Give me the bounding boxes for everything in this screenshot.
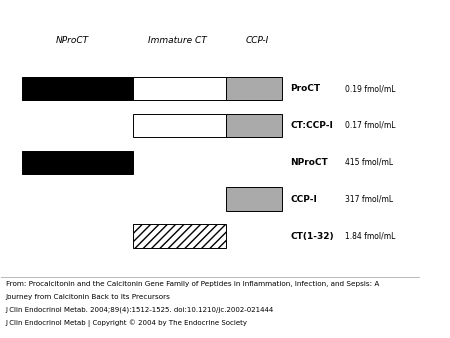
Text: J Clin Endocrinol Metab. 2004;89(4):1512-1525. doi:10.1210/jc.2002-021444: J Clin Endocrinol Metab. 2004;89(4):1512… [5,307,274,313]
Bar [133,114,225,137]
Text: 0.17 fmol/mL: 0.17 fmol/mL [345,121,396,130]
Text: Immature CT: Immature CT [148,36,207,45]
Text: 0.19 fmol/mL: 0.19 fmol/mL [345,84,396,93]
Bar [22,77,133,100]
Bar [225,77,282,100]
Text: 415 fmol/mL: 415 fmol/mL [345,158,393,167]
Text: CT(1-32): CT(1-32) [291,232,334,241]
Bar [1,277,420,278]
Text: 1.84 fmol/mL: 1.84 fmol/mL [345,232,396,241]
Bar [133,77,225,100]
Text: CCP-I: CCP-I [291,195,317,204]
Bar [225,188,282,211]
Text: J Clin Endocrinol Metab | Copyright © 2004 by The Endocrine Society: J Clin Endocrinol Metab | Copyright © 20… [5,319,248,327]
Bar [225,114,282,137]
Text: CT:CCP-I: CT:CCP-I [291,121,333,130]
Text: From: Procalcitonin and the Calcitonin Gene Family of Peptides in Inflammation, : From: Procalcitonin and the Calcitonin G… [5,281,379,287]
Text: 317 fmol/mL: 317 fmol/mL [345,195,393,204]
Text: CCP-I: CCP-I [245,36,269,45]
Bar [22,150,133,174]
Bar [133,224,225,248]
Text: NProCT: NProCT [56,36,89,45]
Text: ProCT: ProCT [291,84,321,93]
Text: Journey from Calcitonin Back to Its Precursors: Journey from Calcitonin Back to Its Prec… [5,294,171,300]
Text: NProCT: NProCT [291,158,328,167]
